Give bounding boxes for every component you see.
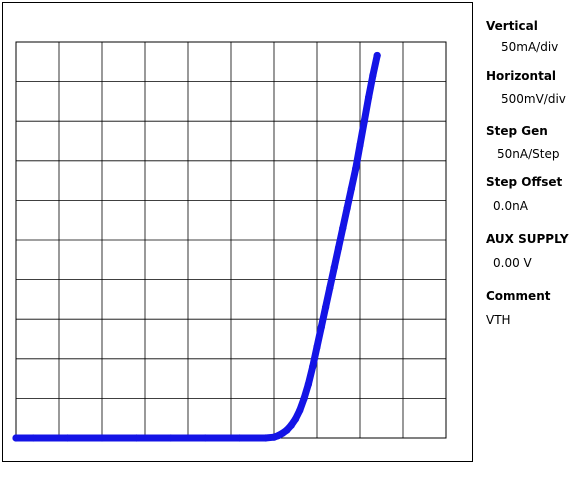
data-point [98, 434, 106, 442]
data-point [304, 380, 312, 388]
vertical-label: Vertical [486, 19, 538, 33]
data-point [360, 117, 368, 125]
data-point [167, 434, 175, 442]
data-point [330, 264, 338, 272]
data-point [352, 165, 360, 173]
data-point [339, 224, 347, 232]
vertical-value: 50mA/div [501, 40, 559, 54]
data-point [317, 323, 325, 331]
aux-supply-value: 0.00 V [493, 256, 532, 270]
comment-label: Comment [486, 289, 551, 303]
data-point [347, 184, 355, 193]
step-gen-value: 50nA/Step [497, 147, 560, 161]
horizontal-value: 500mV/div [501, 92, 566, 106]
data-point [201, 434, 209, 442]
data-point [313, 343, 321, 351]
step-offset-value: 0.0nA [493, 199, 528, 213]
data-point [326, 283, 334, 292]
display-frame [2, 2, 473, 462]
data-point [236, 434, 244, 442]
data-point [300, 394, 308, 402]
step-offset-label: Step Offset [486, 175, 563, 189]
data-point [373, 51, 381, 60]
data-point [343, 204, 351, 212]
data-point [261, 434, 269, 442]
aux-supply-label: AUX SUPPLY [486, 232, 569, 246]
data-point [64, 434, 72, 442]
data-point [296, 406, 304, 414]
data-point [369, 71, 377, 79]
step-gen-label: Step Gen [486, 124, 548, 138]
data-point [309, 363, 317, 371]
data-point [132, 434, 140, 442]
horizontal-label: Horizontal [486, 69, 557, 83]
data-point [12, 434, 20, 442]
data-point [29, 434, 37, 442]
data-point [365, 93, 373, 102]
data-point [322, 303, 330, 311]
trace-layer [12, 51, 381, 442]
data-point [287, 421, 295, 429]
graticule [15, 41, 447, 439]
data-point [356, 141, 364, 149]
data-point [334, 244, 343, 252]
data-point [291, 415, 300, 423]
trace-line [12, 52, 381, 442]
data-point [283, 426, 291, 434]
comment-value: VTH [486, 313, 511, 327]
